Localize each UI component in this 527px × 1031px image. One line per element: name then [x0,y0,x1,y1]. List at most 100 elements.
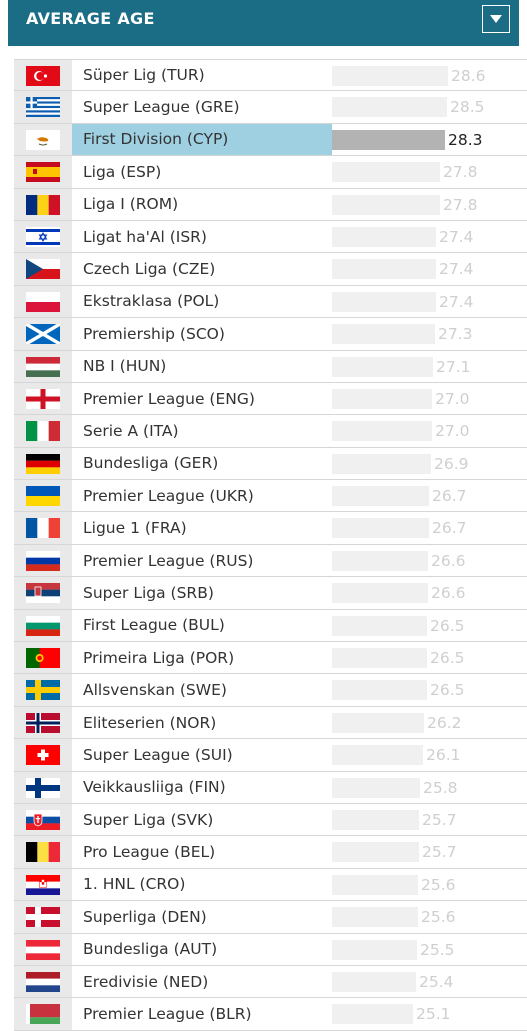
league-row[interactable]: Eliteserien (NOR) 26.2 [14,706,527,740]
league-label-cell: Primeira Liga (POR) [72,642,332,673]
category-label: Eliteserien (NOR) [83,713,217,732]
flag-hun-icon [26,356,60,377]
league-row[interactable]: Superliga (DEN) 25.6 [14,901,527,934]
flag-cell [14,965,72,998]
category-label: Süper Lig (TUR) [83,66,205,85]
value-label: 25.4 [419,972,454,991]
flag-cell [14,933,72,965]
league-label-cell: Czech Liga (CZE) [72,253,332,284]
bar [332,129,445,150]
league-row[interactable]: Super League (GRE) 28.5 [14,91,527,124]
league-row[interactable]: 1. HNL (CRO) 25.6 [14,868,527,902]
league-label-cell: Serie A (ITA) [72,415,332,446]
league-label-cell: Liga I (ROM) [72,189,332,220]
league-row[interactable]: Liga (ESP) 27.8 [14,156,527,189]
league-label-cell: Super League (SUI) [72,739,332,770]
flag-pol-icon [26,291,60,312]
flag-cyp-icon [26,129,60,150]
league-row[interactable]: Premier League (BLR) 25.1 [14,998,527,1031]
league-row[interactable]: Allsvenskan (SWE) 26.5 [14,674,527,707]
value-label: 26.6 [431,584,466,603]
league-row[interactable]: Pro League (BEL) 25.7 [14,836,527,869]
league-row[interactable]: Süper Lig (TUR) 28.6 [14,59,527,92]
bar [332,680,427,701]
bar [332,1004,413,1025]
category-label: Eredivisie (NED) [83,972,209,991]
league-row[interactable]: Czech Liga (CZE) 27.4 [14,253,527,286]
flag-fin-icon [26,777,60,798]
value-label: 26.2 [427,713,462,732]
category-label: Pro League (BEL) [83,843,216,862]
value-label: 26.5 [430,681,465,700]
flag-cell [14,706,72,739]
value-label: 28.3 [448,130,483,149]
bar [332,97,447,118]
category-label: Primeira Liga (POR) [83,648,235,667]
category-label: Liga (ESP) [83,162,162,181]
bar [332,874,418,895]
category-label: Premier League (RUS) [83,551,254,570]
league-label-cell: Super Liga (SRB) [72,577,332,608]
league-row[interactable]: Ligat ha'Al (ISR) 27.4 [14,220,527,254]
dropdown-button[interactable] [482,5,510,33]
category-label: Superliga (DEN) [83,907,207,926]
league-row[interactable]: Premier League (ENG) 27.0 [14,382,527,416]
league-label-cell: First Division (CYP) [72,123,332,156]
league-label-cell: Premiership (SCO) [72,318,332,349]
league-label-cell: 1. HNL (CRO) [72,869,332,900]
league-label-cell: Süper Lig (TUR) [72,60,332,90]
league-row[interactable]: Premier League (UKR) 26.7 [14,480,527,513]
league-row[interactable]: First League (BUL) 26.5 [14,609,527,643]
league-row[interactable]: Ligue 1 (FRA) 26.7 [14,512,527,545]
value-label: 27.3 [438,325,473,344]
league-label-cell: Bundesliga (AUT) [72,934,332,965]
flag-srb-icon [26,583,60,604]
flag-svk-icon [26,809,60,830]
league-row[interactable]: Bundesliga (AUT) 25.5 [14,933,527,966]
flag-ita-icon [26,421,60,442]
league-row[interactable]: Super Liga (SRB) 26.6 [14,577,527,610]
league-row[interactable]: Serie A (ITA) 27.0 [14,415,527,448]
category-label: Premiership (SCO) [83,324,225,343]
flag-cell [14,544,72,577]
league-row[interactable]: NB I (HUN) 27.1 [14,350,527,383]
flag-bul-icon [26,615,60,636]
bar [332,453,431,474]
league-label-cell: Liga (ESP) [72,156,332,187]
league-row[interactable]: Veikkausliiga (FIN) 25.8 [14,771,527,804]
league-row[interactable]: Liga I (ROM) 27.8 [14,188,527,221]
bar [332,194,440,215]
value-label: 25.7 [422,810,457,829]
bar [332,809,419,830]
bar [332,583,428,604]
value-label: 27.4 [439,260,474,279]
league-row[interactable]: Super League (SUI) 26.1 [14,739,527,772]
bar [332,971,416,992]
league-row[interactable]: Premiership (SCO) 27.3 [14,318,527,351]
bar [332,615,427,636]
league-row[interactable]: Premier League (RUS) 26.6 [14,544,527,578]
league-label-cell: Pro League (BEL) [72,836,332,867]
flag-aut-icon [26,939,60,960]
flag-ned-icon [26,971,60,992]
category-label: NB I (HUN) [83,357,167,376]
category-label: Allsvenskan (SWE) [83,681,227,700]
league-row[interactable]: Super Liga (SVK) 25.7 [14,803,527,837]
category-label: Super League (GRE) [83,98,240,117]
flag-cell [14,285,72,318]
flag-por-icon [26,648,60,669]
flag-cell [14,998,72,1030]
league-row[interactable]: Ekstraklasa (POL) 27.4 [14,285,527,319]
flag-cell [14,123,72,156]
league-label-cell: Eredivisie (NED) [72,966,332,997]
flag-blr-icon [26,1004,60,1025]
league-row[interactable]: Primeira Liga (POR) 26.5 [14,642,527,675]
flag-cell [14,836,72,868]
league-row[interactable]: First Division (CYP) 28.3 [14,123,527,157]
category-label: Super Liga (SRB) [83,583,214,602]
bar [332,518,429,539]
league-row[interactable]: Bundesliga (GER) 26.9 [14,447,527,481]
league-row[interactable]: Eredivisie (NED) 25.4 [14,965,527,999]
value-label: 26.5 [430,649,465,668]
flag-cell [14,609,72,642]
